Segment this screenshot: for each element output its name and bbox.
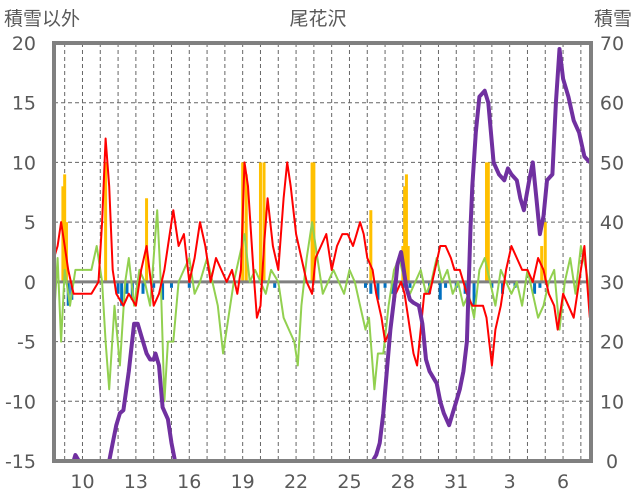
- blue_bars-bar: [120, 281, 124, 306]
- snow_depth-line: [54, 47, 592, 463]
- plot-frame: [52, 41, 593, 463]
- right-tick-label: 50: [600, 152, 624, 174]
- x-tick-label: 28: [391, 471, 415, 493]
- x-tick-label: 3: [504, 471, 516, 493]
- blue_bars-bar: [141, 281, 145, 294]
- blue_bars-bar: [161, 281, 165, 300]
- yellow_bars-bar: [543, 222, 547, 282]
- blue_bars-bar: [363, 281, 367, 288]
- yellow_bars-bar: [312, 162, 316, 282]
- yellow_bars-bar: [406, 246, 410, 282]
- blue_bars-bar: [369, 281, 373, 294]
- x-tick-label: 6: [557, 471, 569, 493]
- blue_bars-bar: [152, 281, 156, 288]
- left-tick-label: -10: [5, 391, 36, 413]
- green_series-line: [53, 209, 591, 403]
- right-tick-label: 10: [600, 391, 624, 413]
- x-tick-label: 16: [177, 471, 201, 493]
- yellow_bars-bar: [258, 162, 262, 282]
- blue_bars-bar: [444, 281, 448, 288]
- x-tick-label: 19: [231, 471, 255, 493]
- left-tick-label: 5: [24, 212, 36, 234]
- blue_bars-bar: [273, 281, 277, 288]
- left-tick-label: -15: [5, 451, 36, 473]
- yellow_bars-bar: [63, 174, 67, 282]
- grid: [54, 43, 591, 461]
- yellow_bars-bar: [104, 162, 108, 282]
- x-tick-label: 10: [70, 471, 94, 493]
- yellow_bars-bar: [244, 174, 248, 282]
- blue_bars-bar: [187, 281, 191, 288]
- yellow_bars-bar: [403, 186, 407, 282]
- chart-title: 尾花沢: [289, 8, 346, 30]
- yellow_bars-bar: [369, 210, 373, 282]
- left-axis-label: 積雪以外: [4, 8, 80, 30]
- right-tick-label: 60: [600, 93, 624, 115]
- right-tick-label: 20: [600, 332, 624, 354]
- yellow_bars-bar: [485, 162, 489, 282]
- x-tick-label: 25: [337, 471, 361, 493]
- left-tick-label: 0: [24, 272, 36, 294]
- x-tick-label: 13: [124, 471, 148, 493]
- blue_bars-bar: [472, 281, 476, 306]
- yellow_bars-bar: [486, 162, 490, 282]
- temperature-line: [53, 137, 591, 367]
- blue_bars-bar: [408, 281, 412, 288]
- blue_bars-bar: [376, 281, 380, 300]
- x-tick-label: 22: [284, 471, 308, 493]
- blue_bars-bar: [116, 281, 120, 294]
- blue_bars-bar: [438, 281, 442, 300]
- bars: [54, 162, 591, 306]
- x-tick-label: 31: [444, 471, 468, 493]
- right-tick-label: 0: [606, 451, 618, 473]
- right-tick-label: 40: [600, 212, 624, 234]
- right-tick-label: 70: [600, 33, 624, 55]
- blue_bars-bar: [383, 281, 387, 288]
- lines: [53, 47, 592, 463]
- blue_bars-bar: [533, 281, 537, 294]
- left-tick-label: 20: [12, 33, 36, 55]
- blue_bars-bar: [490, 281, 494, 288]
- yellow_bars-bar: [262, 162, 266, 282]
- blue_bars-bar: [125, 281, 129, 294]
- yellow_bars-bar: [145, 198, 149, 282]
- left-tick-label: 15: [12, 93, 36, 115]
- right-axis-label: 積雪: [594, 8, 632, 30]
- blue_bars-bar: [169, 281, 173, 288]
- left-tick-label: 10: [12, 152, 36, 174]
- right-tick-label: 30: [600, 272, 624, 294]
- plot-border: [52, 41, 593, 463]
- left-tick-label: -5: [17, 332, 36, 354]
- yellow_bars-bar: [404, 174, 408, 282]
- blue_bars-bar: [538, 281, 542, 288]
